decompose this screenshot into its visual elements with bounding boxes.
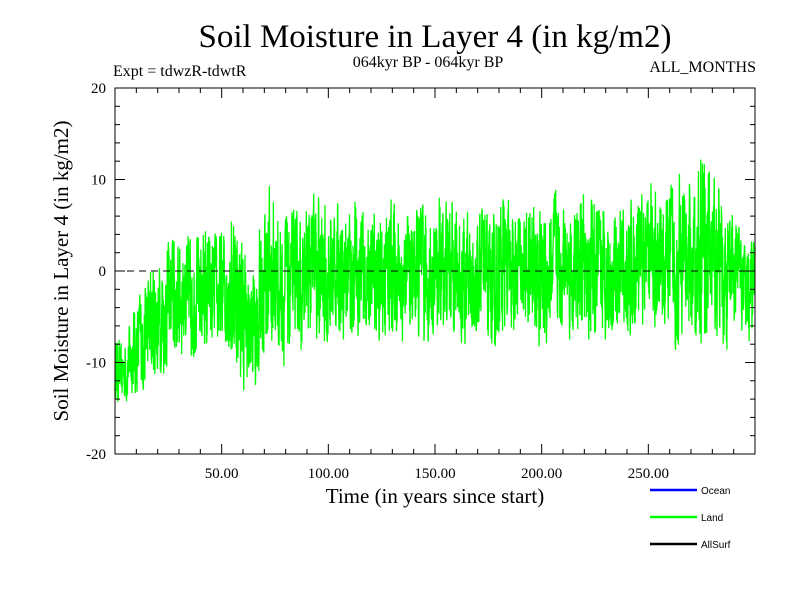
y-tick-label: 10 (91, 173, 106, 189)
experiment-label: Expt = tdwzR-tdwtR (113, 63, 247, 80)
y-tick-label: -10 (86, 356, 106, 372)
y-tick-label: 20 (91, 81, 106, 97)
period-label: 064kyr BP - 064kyr BP (353, 54, 504, 71)
season-label: ALL_MONTHS (649, 59, 756, 76)
x-tick-label: 50.00 (205, 466, 239, 482)
y-axis-label: Soil Moisture in Layer 4 (in kg/m2) (49, 121, 73, 422)
chart-title: Soil Moisture in Layer 4 (in kg/m2) (199, 19, 672, 55)
y-tick-label: 0 (99, 264, 107, 280)
x-tick-label: 200.00 (521, 466, 562, 482)
axes: -20 -10 0 10 20 50.00 100.00 150.00 200.00 250.00 (86, 81, 755, 482)
legend-label-ocean: Ocean (701, 486, 730, 497)
y-tick-label: -20 (86, 447, 106, 463)
series-line-land (114, 159, 756, 402)
x-tick-label: 150.00 (414, 466, 455, 482)
legend: Ocean Land AllSurf (650, 486, 731, 551)
legend-label-allsurf: AllSurf (701, 540, 731, 551)
x-tick-label: 250.00 (628, 466, 669, 482)
legend-label-land: Land (701, 513, 723, 524)
x-tick-label: 100.00 (308, 466, 349, 482)
plot-area (114, 159, 756, 402)
x-axis-label: Time (in years since start) (326, 484, 545, 508)
